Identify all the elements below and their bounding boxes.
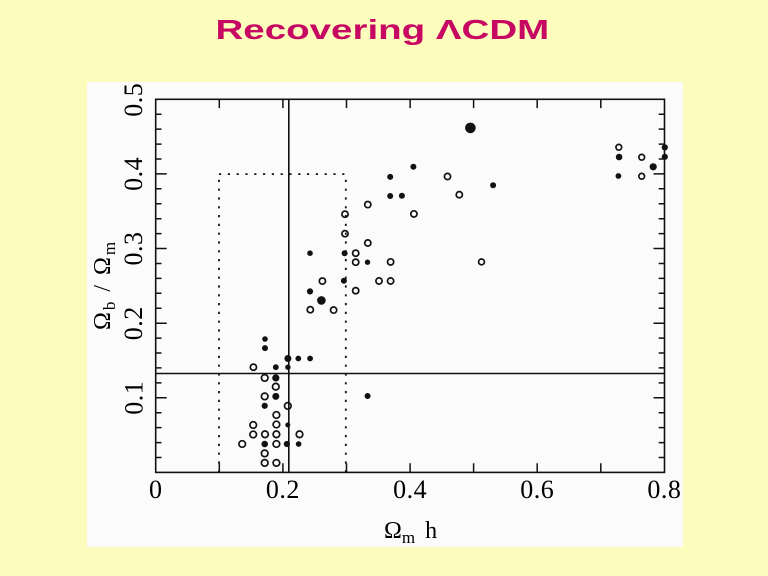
- svg-text:0.1: 0.1: [120, 381, 149, 415]
- svg-text:0.2: 0.2: [266, 475, 300, 504]
- svg-text:0: 0: [149, 475, 163, 504]
- svg-text:0.5: 0.5: [119, 83, 148, 117]
- svg-text:0.2: 0.2: [119, 306, 148, 340]
- svg-text:0.8: 0.8: [647, 475, 681, 504]
- svg-text:0.3: 0.3: [119, 232, 148, 266]
- svg-text:0.4: 0.4: [393, 475, 427, 504]
- svg-text:Ωb / Ωm: Ωb / Ωm: [90, 240, 119, 330]
- svg-text:0.6: 0.6: [520, 475, 554, 504]
- svg-text:Ωm h: Ωm h: [384, 518, 437, 547]
- svg-text:0.4: 0.4: [119, 157, 148, 191]
